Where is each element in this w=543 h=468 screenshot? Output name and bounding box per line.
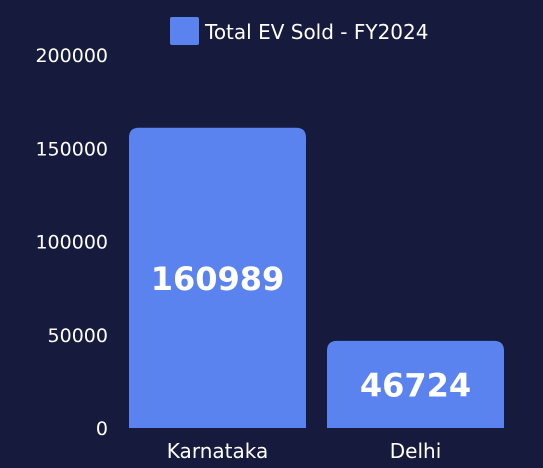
data-label-delhi: 46724 (360, 366, 471, 404)
y-tick-label: 100000 (35, 232, 108, 254)
y-axis: 0 50000 100000 150000 200000 (35, 45, 108, 440)
y-tick-label: 0 (96, 418, 108, 440)
y-tick-label: 200000 (35, 45, 108, 67)
bar-karnataka (129, 127, 306, 428)
bars (129, 127, 504, 428)
y-tick-label: 150000 (35, 138, 108, 160)
legend-swatch (170, 17, 199, 45)
y-tick-label: 50000 (48, 325, 108, 347)
bar-delhi (327, 340, 504, 428)
legend: Total EV Sold - FY2024 (170, 17, 428, 45)
x-tick-label: Karnataka (167, 439, 268, 463)
x-axis: Karnataka Delhi (167, 439, 441, 463)
legend-label: Total EV Sold - FY2024 (204, 20, 428, 44)
data-labels: 160989 46724 (151, 260, 471, 405)
data-label-karnataka: 160989 (151, 260, 285, 298)
x-tick-label: Delhi (390, 439, 442, 463)
